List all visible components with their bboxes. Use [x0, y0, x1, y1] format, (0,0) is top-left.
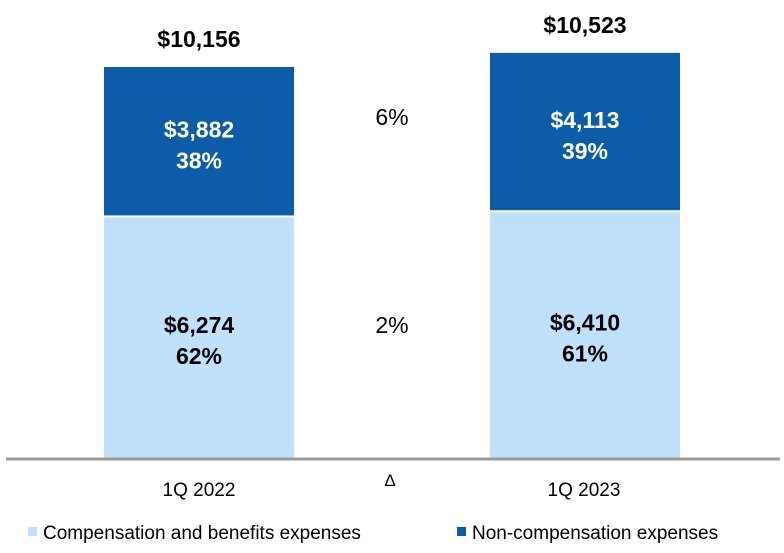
legend: Compensation and benefits expenses Non-c… — [28, 523, 718, 544]
bar-segment — [490, 52, 680, 211]
legend-swatch-comp — [28, 527, 37, 536]
delta-label-comp: 2% — [375, 312, 408, 338]
delta-label-noncomp: 6% — [375, 104, 408, 130]
total-label: $10,523 — [543, 12, 626, 38]
legend-swatch-noncomp — [457, 527, 466, 536]
delta-header: Δ — [384, 471, 395, 490]
data-label-value: $4,113 — [550, 107, 619, 133]
data-label-percent: 62% — [176, 343, 222, 369]
data-label-percent: 38% — [176, 148, 222, 174]
x-tick-label: 1Q 2022 — [163, 480, 236, 501]
x-tick-label: 1Q 2023 — [548, 480, 621, 501]
total-label: $10,156 — [157, 26, 240, 52]
legend-label-comp: Compensation and benefits expenses — [43, 523, 361, 544]
bar-segment — [104, 66, 294, 216]
bar-segment — [490, 212, 680, 458]
legend-label-noncomp: Non-compensation expenses — [472, 523, 718, 544]
data-label-value: $6,410 — [550, 310, 620, 336]
data-label-value: $3,882 — [164, 117, 234, 143]
data-label-percent: 39% — [562, 138, 608, 164]
bar-segment — [104, 217, 294, 458]
data-label-value: $6,274 — [164, 312, 235, 338]
data-label-percent: 61% — [562, 341, 608, 367]
